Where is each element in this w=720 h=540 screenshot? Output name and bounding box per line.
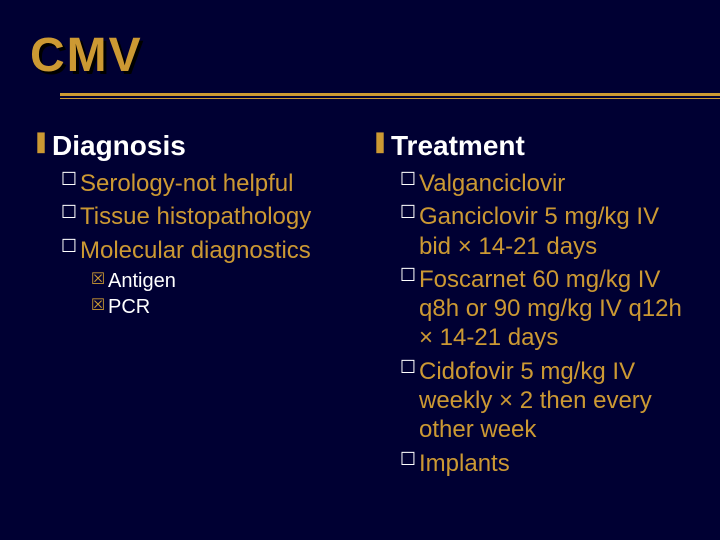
underline-thick (60, 93, 720, 96)
treatment-heading: ❚ Treatment (369, 129, 690, 163)
item-text: Cidofovir 5 mg/kg IV weekly × 2 then eve… (419, 357, 690, 445)
xbox-bullet-icon: ☒ (88, 269, 108, 289)
box-bullet-icon: ☐ (397, 202, 419, 223)
item-text: Serology-not helpful (80, 169, 351, 198)
item-text: Tissue histopathology (80, 202, 351, 231)
item-text: Ganciclovir 5 mg/kg IV bid × 14-21 days (419, 202, 690, 261)
right-column: ❚ Treatment ☐ Valganciclovir ☐ Ganciclov… (369, 129, 690, 482)
left-column: ❚ Diagnosis ☐ Serology-not helpful ☐ Tis… (30, 129, 351, 482)
square-bullet-icon: ❚ (30, 129, 52, 154)
diagnosis-item: ☐ Serology-not helpful (58, 169, 351, 198)
content-columns: ❚ Diagnosis ☐ Serology-not helpful ☐ Tis… (30, 129, 690, 482)
diagnosis-subitem: ☒ Antigen (88, 269, 351, 293)
treatment-item: ☐ Ganciclovir 5 mg/kg IV bid × 14-21 day… (397, 202, 690, 261)
diagnosis-heading: ❚ Diagnosis (30, 129, 351, 163)
item-text: Valganciclovir (419, 169, 690, 198)
box-bullet-icon: ☐ (397, 265, 419, 286)
diagnosis-subitem: ☒ PCR (88, 295, 351, 319)
square-bullet-icon: ❚ (369, 129, 391, 154)
treatment-item: ☐ Foscarnet 60 mg/kg IV q8h or 90 mg/kg … (397, 265, 690, 353)
title-underline (60, 89, 720, 103)
xbox-bullet-icon: ☒ (88, 295, 108, 315)
box-bullet-icon: ☐ (397, 357, 419, 378)
subitem-text: PCR (108, 295, 351, 319)
treatment-item: ☐ Cidofovir 5 mg/kg IV weekly × 2 then e… (397, 357, 690, 445)
box-bullet-icon: ☐ (58, 236, 80, 257)
subitem-text: Antigen (108, 269, 351, 293)
underline-thin (60, 98, 720, 99)
diagnosis-item: ☐ Molecular diagnostics (58, 236, 351, 265)
item-text: Molecular diagnostics (80, 236, 351, 265)
diagnosis-item: ☐ Tissue histopathology (58, 202, 351, 231)
item-text: Foscarnet 60 mg/kg IV q8h or 90 mg/kg IV… (419, 265, 690, 353)
item-text: Implants (419, 449, 690, 478)
slide-title: CMV (30, 28, 690, 83)
box-bullet-icon: ☐ (58, 169, 80, 190)
heading-text: Diagnosis (52, 129, 351, 163)
box-bullet-icon: ☐ (397, 169, 419, 190)
treatment-item: ☐ Implants (397, 449, 690, 478)
treatment-item: ☐ Valganciclovir (397, 169, 690, 198)
slide: CMV ❚ Diagnosis ☐ Serology-not helpful ☐… (0, 0, 720, 540)
heading-text: Treatment (391, 129, 690, 163)
box-bullet-icon: ☐ (397, 449, 419, 470)
box-bullet-icon: ☐ (58, 202, 80, 223)
